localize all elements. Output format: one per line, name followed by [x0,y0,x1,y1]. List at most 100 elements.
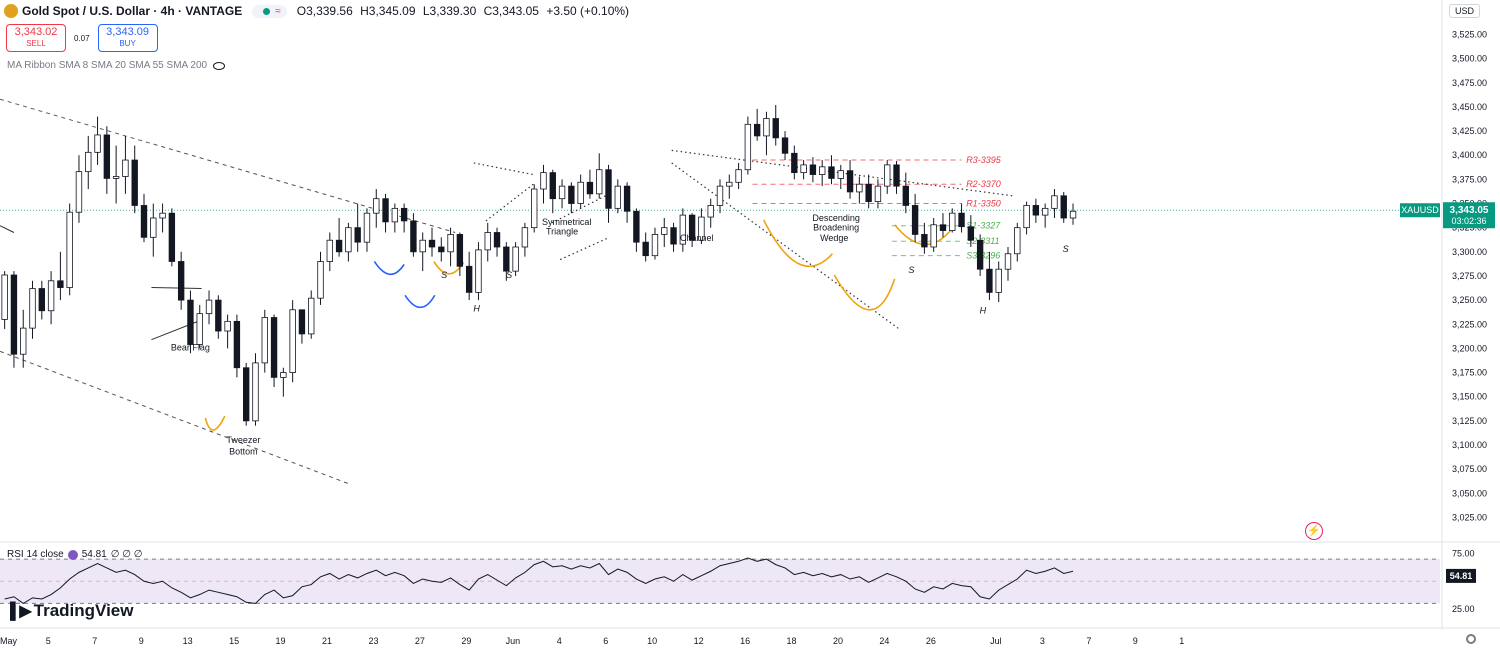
candle-body-29 [270,317,278,378]
time-tick-6: 19 [276,636,286,646]
time-tick-0: May [0,636,18,646]
candle-body-53 [493,232,501,248]
candle-body-51 [475,249,482,293]
currency-selector[interactable]: USD [1449,4,1481,18]
candle-body-79 [735,169,742,183]
ohlc-open: O3,339.56 [296,4,353,18]
candle-body-109 [1014,227,1021,255]
candle-body-91 [846,170,854,193]
candle-body-92 [856,183,863,193]
time-tick-19: 24 [879,636,889,646]
candle-body-21 [196,313,203,345]
candle-body-65 [605,169,612,209]
price-tick-13: 3,200.00 [1452,343,1487,353]
rsi-tick-2: 25.00 [1452,604,1475,614]
annotation-6: Symmetrical [542,217,592,227]
candle-body-54 [503,246,510,272]
candle-body-45 [419,239,426,253]
ohlc-readout: O3,339.56 H3,345.09 L3,339.30 C3,343.05 … [297,4,633,18]
candle-body-60 [558,185,566,200]
symbol-title[interactable]: Gold Spot / U.S. Dollar · 4h · VANTAGE [22,4,243,18]
candle-body-82 [763,118,770,137]
rsi-legend[interactable]: RSI 14 close 54.81 ∅ ∅ ∅ [7,549,142,560]
tradingview-mark-icon: ▌▶ [10,603,32,620]
candle-body-27 [252,362,259,422]
candle-body-3 [29,288,36,329]
time-tick-9: 27 [415,636,425,646]
time-tick-18: 20 [833,636,843,646]
price-tick-10: 3,275.00 [1452,271,1487,281]
candle-body-48 [447,234,454,253]
price-tick-11: 3,250.00 [1452,295,1487,305]
candle-body-20 [187,299,194,345]
candle-body-5 [47,280,55,312]
rsi-suffix: ∅ ∅ ∅ [110,549,143,560]
annotation-9: Descending [812,213,860,223]
price-tick-19: 3,050.00 [1452,488,1487,498]
annotations: Bear Flag Tweezer Bottom S H S SymmetricalTria… [171,213,1069,457]
candle-body-112 [1041,207,1049,216]
settings-gear-icon[interactable] [1466,634,1476,644]
bear-flag-top [151,287,202,290]
candle-body-22 [205,299,213,315]
candle-body-98 [911,205,919,235]
price-tick-6: 3,375.00 [1452,174,1487,184]
ohlc-close: C3,343.05 [483,4,539,18]
candle-body-55 [512,246,519,272]
candle-body-73 [679,214,687,245]
candle-body-76 [707,205,714,218]
tweezer-bottom-curve [204,415,226,431]
annotation-11: Wedge [820,233,848,243]
time-tick-3: 9 [139,636,144,646]
time-tick-14: 10 [647,636,657,646]
candle-body-40 [373,198,380,214]
candle-body-66 [614,185,621,209]
annotation-2: Bottom [229,447,258,457]
spread-value: 0.07 [74,33,90,43]
price-tick-20: 3,025.00 [1452,512,1487,522]
rsi-settings-icon[interactable] [67,549,78,560]
wave-icon: ≈ [275,5,281,17]
candle-body-4 [38,288,45,312]
time-tick-2: 7 [92,636,97,646]
candle-body-39 [363,212,371,243]
candle-body-37 [345,227,352,253]
price-tick-17: 3,100.00 [1452,440,1487,450]
indicator-legend[interactable]: MA Ribbon SMA 8 SMA 20 SMA 55 SMA 200 [7,60,226,71]
time-tick-21: Jul [990,636,1002,646]
channel-up-lower [559,236,610,261]
candle-body-63 [586,181,594,195]
level-label-2: R1-3350 [966,199,1001,209]
status-pill[interactable]: ≈ [252,4,287,18]
candle-body-80 [744,123,752,171]
symbol-tag-bg [1400,203,1440,218]
candle-body-23 [215,299,222,332]
candle-body-103 [958,212,965,228]
candle-body-111 [1032,205,1040,216]
chart-header: Gold Spot / U.S. Dollar · 4h · VANTAGE ≈… [4,4,633,18]
tradingview-logo[interactable]: ▌▶ TradingView [10,601,133,621]
buy-button[interactable]: 3,343.09 BUY [97,24,158,52]
candle-body-16 [150,217,157,238]
eye-hidden-icon[interactable] [213,61,226,70]
price-tick-2: 3,475.00 [1452,78,1487,88]
time-tick-23: 7 [1086,636,1091,646]
buy-label: BUY [119,39,136,48]
candle-body-64 [596,169,603,195]
candle-body-69 [642,241,649,257]
candle-body-31 [289,309,296,373]
price-tick-9: 3,300.00 [1452,247,1487,257]
lightning-icon[interactable]: ⚡ [1305,522,1323,540]
time-tick-24: 9 [1133,636,1138,646]
channel-lower-trendline [0,350,349,485]
price-axis: 3,525.00 3,500.00 3,475.00 3,450.00 3,425.00… [1400,0,1495,630]
candle-body-34 [317,261,324,299]
candle-body-113 [1051,195,1058,209]
candle-body-101 [939,224,947,231]
candle-body-47 [438,246,445,253]
candle-body-97 [902,185,909,206]
sell-button[interactable]: 3,343.02 SELL [6,24,66,52]
gold-logo-icon [4,4,18,18]
time-tick-13: 6 [603,636,608,646]
